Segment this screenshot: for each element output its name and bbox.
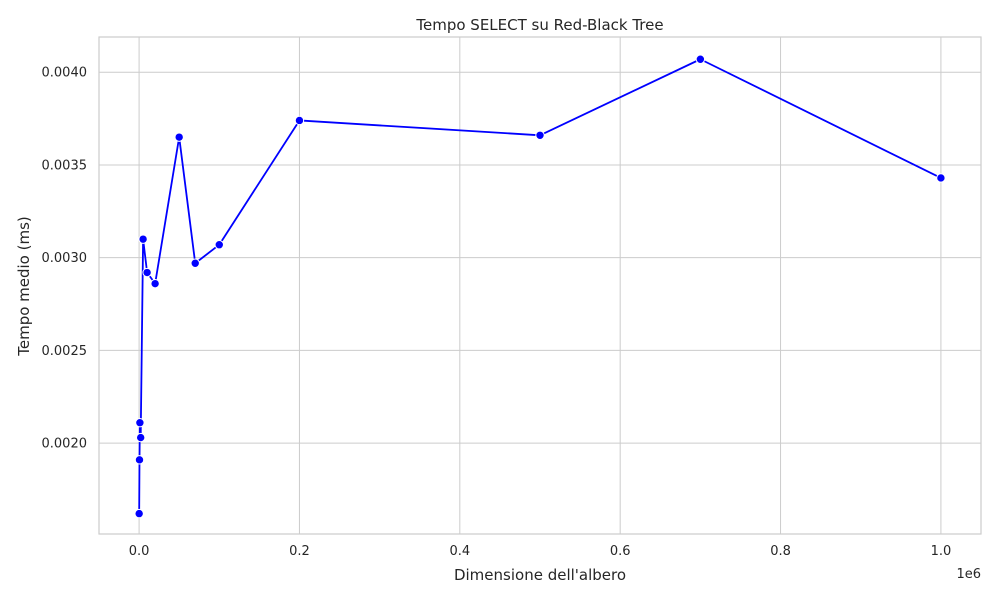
grid-lines — [99, 37, 981, 534]
y-tick-label: 0.0025 — [42, 344, 88, 359]
data-point — [214, 240, 224, 250]
y-axis-label: Tempo medio (ms) — [15, 216, 33, 357]
data-point — [138, 234, 148, 244]
data-point — [142, 267, 152, 278]
series-line — [138, 58, 942, 514]
series-layer — [134, 54, 946, 519]
y-tick-label: 0.0035 — [42, 158, 88, 173]
x-axis-label: Dimensione dell'albero — [454, 566, 626, 584]
chart-title: Tempo SELECT su Red-Black Tree — [415, 16, 663, 34]
data-point — [535, 130, 545, 140]
x-tick-label: 0.0 — [129, 544, 150, 559]
x-offset-label: 1e6 — [956, 567, 981, 582]
y-tick-label: 0.0030 — [42, 251, 88, 266]
data-point — [150, 278, 160, 289]
data-point — [135, 432, 146, 443]
y-tick-label: 0.0040 — [42, 66, 88, 81]
x-tick-label: 0.6 — [610, 544, 631, 559]
data-point — [134, 455, 145, 465]
x-tick-label: 1.0 — [931, 544, 952, 559]
x-tick-label: 0.2 — [289, 544, 310, 559]
data-point — [135, 418, 145, 428]
plot-frame — [98, 36, 982, 535]
x-tick-label: 0.8 — [770, 544, 791, 559]
data-point — [294, 115, 305, 126]
data-point — [695, 54, 706, 64]
data-point — [134, 508, 144, 519]
data-point — [936, 173, 946, 183]
data-point — [190, 258, 200, 268]
y-tick-label: 0.0020 — [42, 437, 88, 452]
data-point — [174, 132, 184, 142]
x-tick-label: 0.4 — [449, 544, 470, 559]
tick-labels: 0.0 0.2 0.4 0.6 0.8 1.0 0.0020 0.0025 0.0030 0.00… — [42, 66, 952, 559]
